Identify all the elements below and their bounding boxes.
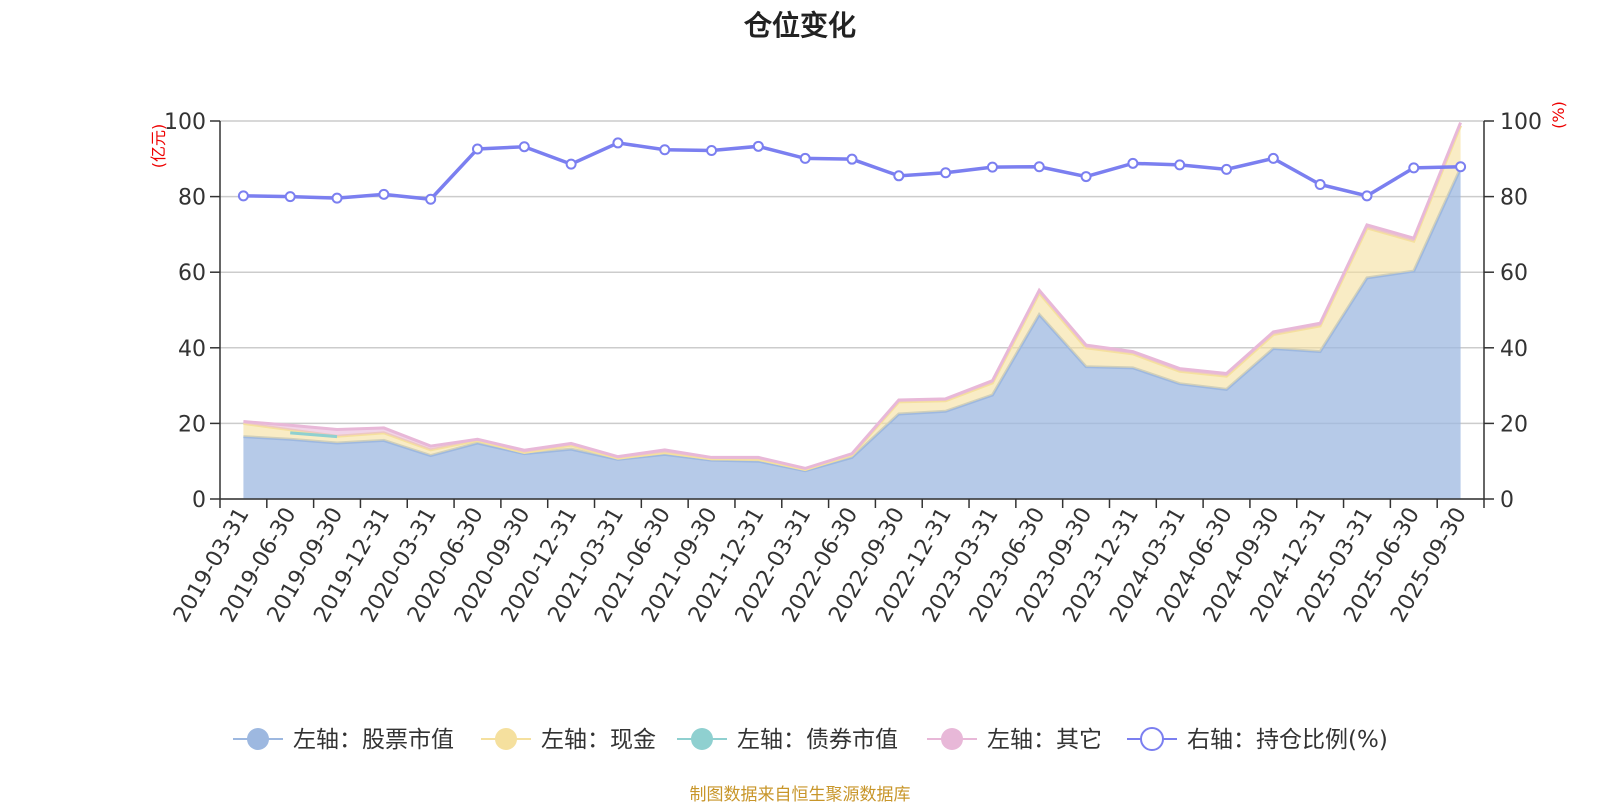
left-axis-unit: (亿元)	[149, 124, 168, 169]
position-ratio-point	[1267, 152, 1279, 164]
right-axis-tick-label: 0	[1500, 488, 1514, 513]
right-axis-tick-label: 100	[1500, 110, 1542, 135]
position-ratio-point	[893, 170, 905, 182]
position-ratio-point	[1408, 162, 1420, 174]
position-ratio-line	[243, 141, 1461, 202]
position-ratio-point	[237, 190, 249, 202]
legend-marker-4	[941, 728, 963, 750]
position-ratio-point	[518, 141, 530, 153]
legend-marker-5	[1140, 727, 1164, 751]
right-axis-unit: (%)	[1549, 101, 1568, 129]
left-axis-tick-label: 60	[178, 261, 206, 286]
position-ratio-point	[659, 144, 671, 156]
legend-label-5: 右轴：持仓比例(%)	[1187, 727, 1388, 753]
position-ratio-point	[1221, 163, 1233, 175]
position-ratio-point	[565, 158, 577, 170]
position-ratio-point	[425, 193, 437, 205]
position-ratio-point	[940, 167, 952, 179]
right-axis-tick-label: 80	[1500, 186, 1528, 211]
legend-label-3: 左轴：债券市值	[737, 727, 898, 753]
position-ratio-point	[1314, 179, 1326, 191]
bond-series-line	[290, 431, 338, 439]
left-axis-tick-label: 20	[178, 412, 206, 437]
position-ratio-point	[471, 143, 483, 155]
chart-title: 仓位变化	[743, 9, 856, 42]
legend-marker-2	[495, 728, 517, 750]
position-ratio-point	[752, 140, 764, 152]
position-ratio-point	[378, 188, 390, 200]
position-ratio-point	[1174, 159, 1186, 171]
position-ratio-point	[1455, 161, 1467, 173]
position-ratio-point	[1033, 161, 1045, 173]
position-ratio-point	[846, 153, 858, 165]
position-ratio-point	[612, 137, 624, 149]
legend-marker-1	[247, 728, 269, 750]
position-ratio-point	[284, 191, 296, 203]
left-axis-tick-label: 40	[178, 337, 206, 362]
legend-marker-3	[691, 728, 713, 750]
position-ratio-point	[1361, 190, 1373, 202]
area-line-3	[243, 121, 1462, 470]
position-ratio-point	[799, 152, 811, 164]
legend-label-2: 左轴：现金	[541, 727, 656, 753]
left-axis-tick-label: 0	[192, 488, 206, 513]
area-2	[243, 125, 1461, 471]
legend-label-4: 左轴：其它	[987, 727, 1102, 753]
left-axis-tick-label: 80	[178, 186, 206, 211]
position-ratio-point	[986, 161, 998, 173]
right-axis-tick-label: 20	[1500, 412, 1528, 437]
area-1	[243, 168, 1461, 499]
position-ratio-point	[1080, 171, 1092, 183]
source-note: 制图数据来自恒生聚源数据库	[689, 785, 911, 805]
left-axis-tick-label: 100	[164, 110, 206, 135]
legend-label-1: 左轴：股票市值	[293, 727, 454, 753]
position-ratio-point	[706, 144, 718, 156]
right-axis-tick-label: 40	[1500, 337, 1528, 362]
right-axis-tick-label: 60	[1500, 261, 1528, 286]
position-ratio-point	[1127, 157, 1139, 169]
position-ratio-point	[331, 192, 343, 204]
